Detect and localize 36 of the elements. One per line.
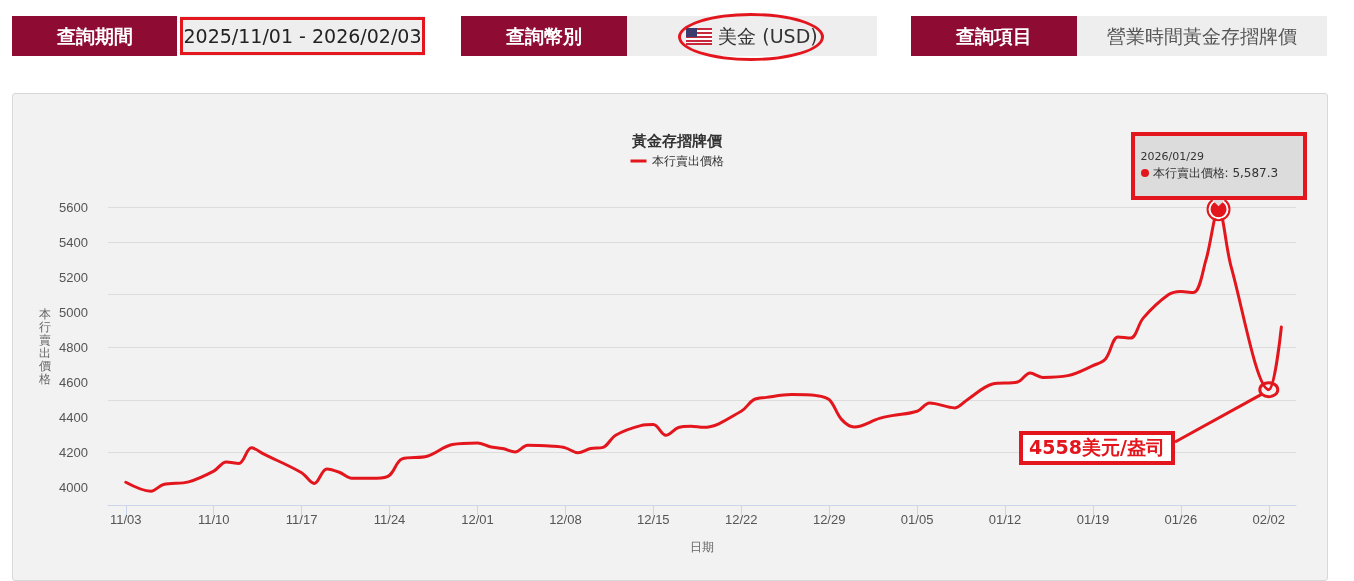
x-tick-label: 11/17 — [285, 512, 318, 527]
y-tick-label: 5200 — [59, 269, 88, 285]
text: 查詢幣別 — [461, 16, 627, 56]
x-tick-label: 12/22 — [724, 512, 758, 527]
text: 2025/11/01 - 2026/02/03 — [183, 25, 422, 47]
x-tick-label: 01/26 — [1164, 512, 1198, 527]
annotation: 本行賣出價格: 5,587.3 — [1152, 166, 1279, 181]
y-tick-label: 4200 — [59, 444, 88, 460]
x-tick-label: 01/05 — [900, 512, 934, 527]
text: 美金 (USD) — [718, 25, 818, 47]
x-tick-label: 12/15 — [637, 512, 670, 527]
x-tick-label: 11/24 — [373, 512, 406, 527]
y-tick-label: 5400 — [59, 234, 88, 250]
text: 營業時間黃金存摺牌價 — [1107, 25, 1297, 47]
text: 查詢期間 — [12, 16, 177, 56]
x-tick-label: 12/01 — [461, 512, 494, 527]
y-tick-label: 4800 — [59, 339, 88, 355]
x-tick-label: 02/02 — [1252, 512, 1286, 527]
chart-title: 黃金存摺牌價 — [631, 131, 723, 150]
x-tick-label: 11/03 — [110, 512, 142, 527]
y-tick-label: 5600 — [59, 199, 88, 215]
y-tick-label: 4000 — [59, 479, 88, 495]
y-tick-label: 4600 — [59, 374, 88, 390]
x-tick-label: 12/08 — [549, 512, 582, 527]
x-tick-label: 12/29 — [812, 512, 846, 527]
text: 查詢項目 — [911, 16, 1077, 56]
y-axis-title: 本行賣出價格 — [38, 307, 52, 386]
x-tick-label: 01/19 — [1076, 512, 1110, 527]
x-tick-label: 01/12 — [988, 512, 1022, 527]
legend-label: 本行賣出價格 — [651, 154, 724, 168]
text: 2026/01/29 — [1140, 150, 1205, 164]
annotation: 4558美元/盎司 — [1019, 431, 1175, 465]
y-tick-label: 5000 — [59, 304, 88, 320]
x-axis-title: 日期 — [690, 540, 714, 554]
x-tick-label: 11/10 — [197, 512, 230, 527]
y-tick-label: 4400 — [59, 409, 88, 425]
